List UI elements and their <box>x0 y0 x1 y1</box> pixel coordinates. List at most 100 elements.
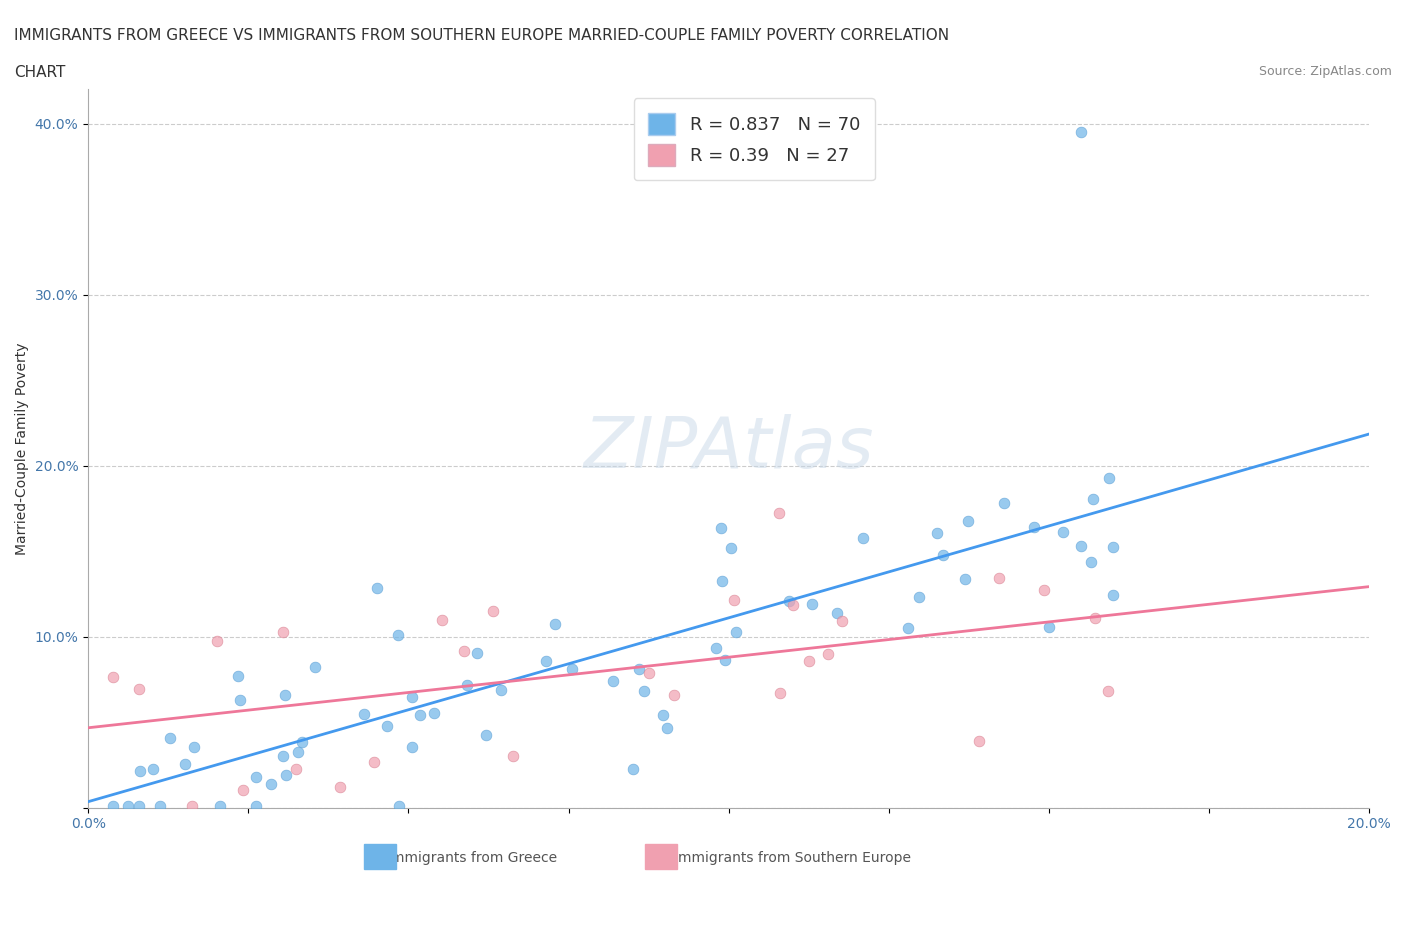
Point <box>363 755 385 770</box>
Point <box>475 728 498 743</box>
Point <box>329 779 352 794</box>
Point <box>907 590 929 604</box>
Point <box>401 739 423 754</box>
Bar <box>645 844 678 869</box>
Text: CHART: CHART <box>14 65 66 80</box>
Point <box>159 731 181 746</box>
Point <box>967 734 990 749</box>
Point <box>987 571 1010 586</box>
Point <box>1052 525 1074 539</box>
Point <box>932 548 955 563</box>
Y-axis label: Married-Couple Family Poverty: Married-Couple Family Poverty <box>15 342 30 555</box>
Point <box>1080 554 1102 569</box>
Point <box>1070 125 1092 140</box>
Point <box>183 739 205 754</box>
Point <box>401 689 423 704</box>
Point <box>621 762 644 777</box>
Point <box>561 662 583 677</box>
Point <box>817 646 839 661</box>
Point <box>628 661 651 676</box>
Point <box>502 749 524 764</box>
Point <box>208 799 231 814</box>
Point <box>287 745 309 760</box>
Point <box>1033 583 1056 598</box>
Point <box>142 762 165 777</box>
Point <box>353 706 375 721</box>
Point <box>387 627 409 642</box>
Point <box>228 669 250 684</box>
Point <box>149 799 172 814</box>
Point <box>1098 471 1121 485</box>
Point <box>633 684 655 698</box>
Point <box>271 749 294 764</box>
Point <box>273 688 295 703</box>
Point <box>101 670 124 684</box>
Point <box>652 708 675 723</box>
Point <box>710 521 733 536</box>
Point <box>704 640 727 655</box>
Point <box>1084 611 1107 626</box>
Point <box>664 687 686 702</box>
Point <box>181 799 204 814</box>
Point <box>724 624 747 639</box>
Point <box>797 653 820 668</box>
Point <box>291 735 314 750</box>
Point <box>430 613 453 628</box>
Text: ZIPAtlas: ZIPAtlas <box>583 414 875 483</box>
Point <box>657 721 679 736</box>
Point <box>711 574 734 589</box>
Point <box>778 593 800 608</box>
Point <box>375 718 398 733</box>
Point <box>423 705 446 720</box>
Point <box>1024 519 1046 534</box>
Point <box>232 783 254 798</box>
Point <box>897 621 920 636</box>
Point <box>229 692 252 707</box>
Point <box>260 777 283 791</box>
Point <box>489 683 512 698</box>
Point <box>993 495 1015 510</box>
Point <box>1070 538 1092 553</box>
Point <box>129 764 152 778</box>
Point <box>128 799 150 814</box>
Point <box>1102 588 1125 603</box>
Point <box>366 581 388 596</box>
Point <box>173 757 195 772</box>
Point <box>274 767 297 782</box>
Point <box>245 799 267 814</box>
Point <box>101 799 124 814</box>
Point <box>456 678 478 693</box>
Point <box>831 613 853 628</box>
Point <box>713 652 735 667</box>
Point <box>544 617 567 631</box>
Point <box>957 514 980 529</box>
Point <box>852 530 875 545</box>
Point <box>285 762 308 777</box>
Point <box>602 674 624 689</box>
Text: IMMIGRANTS FROM GREECE VS IMMIGRANTS FROM SOUTHERN EUROPE MARRIED-COUPLE FAMILY : IMMIGRANTS FROM GREECE VS IMMIGRANTS FRO… <box>14 28 949 43</box>
Point <box>467 646 489 661</box>
Point <box>827 605 849 620</box>
Point <box>723 592 745 607</box>
Point <box>637 665 659 680</box>
Point <box>453 644 475 658</box>
Point <box>1038 619 1060 634</box>
Point <box>768 505 790 520</box>
Point <box>782 598 804 613</box>
Point <box>925 525 948 540</box>
Point <box>409 708 432 723</box>
Point <box>720 540 742 555</box>
Point <box>304 660 326 675</box>
Bar <box>364 844 395 869</box>
Point <box>245 769 267 784</box>
Point <box>481 604 503 618</box>
Legend: R = 0.837   N = 70, R = 0.39   N = 27: R = 0.837 N = 70, R = 0.39 N = 27 <box>634 99 875 180</box>
Text: Immigrants from Southern Europe: Immigrants from Southern Europe <box>675 851 911 865</box>
Point <box>1081 492 1104 507</box>
Text: Source: ZipAtlas.com: Source: ZipAtlas.com <box>1258 65 1392 78</box>
Point <box>1097 684 1119 698</box>
Point <box>207 634 229 649</box>
Point <box>536 653 558 668</box>
Point <box>271 625 294 640</box>
Point <box>388 799 411 814</box>
